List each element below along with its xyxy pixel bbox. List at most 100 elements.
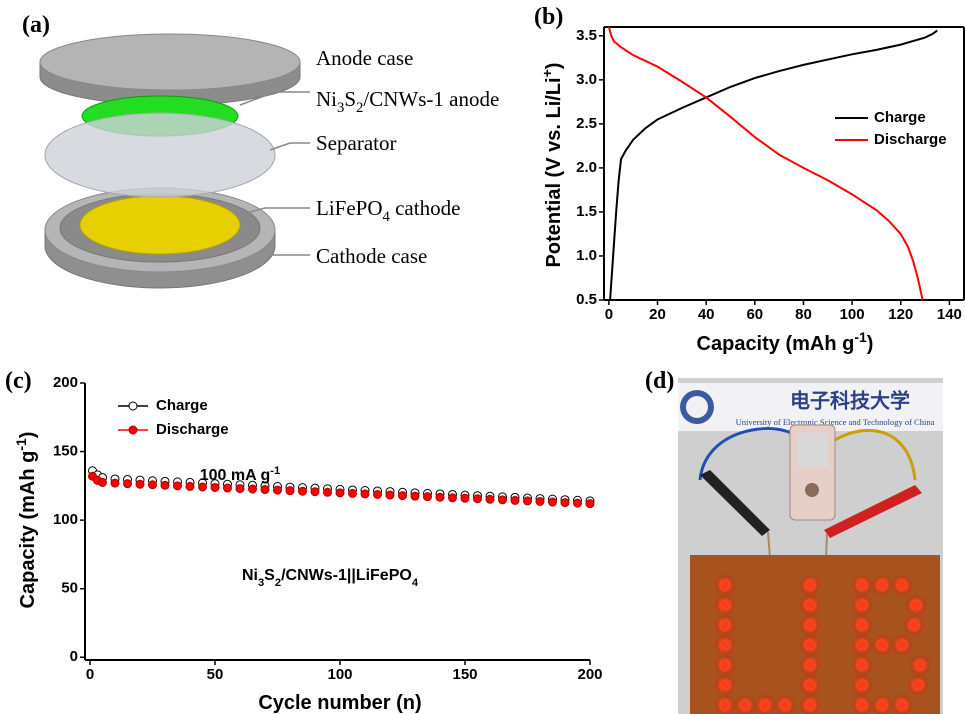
data-point [224, 484, 232, 492]
led [878, 641, 887, 650]
legend-label: Charge [874, 109, 926, 126]
data-point [524, 497, 532, 505]
led [914, 681, 923, 690]
y-tick-label: 2.0 [576, 159, 597, 176]
x-tick-label: 140 [937, 306, 962, 323]
data-point [236, 485, 244, 493]
separator [45, 113, 275, 197]
led [858, 621, 867, 630]
led [878, 701, 887, 710]
data-point [161, 481, 169, 489]
panel-label: (c) [5, 368, 32, 394]
led [806, 641, 815, 650]
led [910, 621, 919, 630]
led [721, 641, 730, 650]
data-point [199, 483, 207, 491]
x-tick-label: 100 [840, 306, 865, 323]
device-grid [797, 433, 828, 467]
legend-label: Charge [156, 397, 208, 414]
data-point [99, 478, 107, 486]
x-tick-label: 200 [577, 666, 602, 683]
y-tick-label: 3.5 [576, 27, 597, 44]
curve [610, 31, 937, 300]
led [806, 701, 815, 710]
diagram-label: Ni3S2/CNWs-1 anode [316, 87, 499, 117]
figure: Anode case Ni3S2/CNWs-1 anode Separator … [0, 0, 965, 714]
data-point [536, 497, 544, 505]
led [741, 701, 750, 710]
data-point [261, 486, 269, 494]
logo-inner [686, 396, 708, 418]
data-point [174, 482, 182, 490]
data-point [386, 491, 394, 499]
led [858, 641, 867, 650]
data-point [474, 495, 482, 503]
diagram-label: Cathode case [316, 244, 427, 268]
data-point [349, 489, 357, 497]
diagram-label: LiFePO4 cathode [316, 196, 460, 226]
led [858, 661, 867, 670]
data-point [449, 494, 457, 502]
data-point [461, 494, 469, 502]
data-point [586, 500, 594, 508]
data-point [436, 493, 444, 501]
x-tick-label: 40 [698, 306, 715, 323]
data-point [549, 498, 557, 506]
data-point [299, 487, 307, 495]
data-point [361, 490, 369, 498]
device-button [805, 483, 819, 497]
data-point [561, 499, 569, 507]
led [721, 621, 730, 630]
anode-case [40, 34, 300, 90]
x-tick-label: 20 [649, 306, 666, 323]
data-point [424, 493, 432, 501]
led [898, 701, 907, 710]
lead [826, 534, 827, 558]
led [806, 601, 815, 610]
led [721, 701, 730, 710]
data-point [136, 480, 144, 488]
led [721, 661, 730, 670]
annotation: Ni3S2/CNWs-1||LiFePO4 [242, 567, 419, 589]
y-tick-label: 2.5 [576, 115, 597, 132]
led [806, 581, 815, 590]
curve [609, 27, 923, 300]
data-point [311, 488, 319, 496]
data-point [499, 496, 507, 504]
led [781, 701, 790, 710]
panel-label: (b) [534, 4, 563, 30]
legend-marker [129, 426, 137, 434]
x-tick-label: 50 [207, 666, 224, 683]
led [761, 701, 770, 710]
y-tick-label: 50 [61, 580, 78, 597]
x-axis-title: Cycle number (n) [258, 692, 421, 714]
led [721, 681, 730, 690]
data-point [249, 485, 257, 493]
y-axis-title: Capacity (mAh g-1) [13, 432, 39, 609]
led [858, 701, 867, 710]
led [898, 641, 907, 650]
data-point [149, 481, 157, 489]
data-point [124, 480, 132, 488]
x-tick-label: 0 [86, 666, 94, 683]
legend-marker [129, 402, 137, 410]
data-point [274, 486, 282, 494]
data-point [486, 495, 494, 503]
cathode [80, 196, 240, 254]
data-point [411, 492, 419, 500]
data-point [211, 483, 219, 491]
data-point [324, 488, 332, 496]
leader-line [270, 143, 310, 150]
panel-label: (a) [22, 12, 50, 38]
led [858, 581, 867, 590]
annotation: 100 mA g-1 [200, 465, 281, 484]
led [721, 601, 730, 610]
y-tick-label: 100 [53, 511, 78, 528]
diagram-label: Anode case [316, 46, 413, 70]
x-axis-title: Capacity (mAh g-1) [697, 329, 874, 355]
photo: 电子科技大学 University of Electronic Science … [678, 378, 943, 714]
x-tick-label: 60 [746, 306, 763, 323]
legend-label: Discharge [874, 131, 947, 148]
data-point [286, 487, 294, 495]
data-point [186, 482, 194, 490]
